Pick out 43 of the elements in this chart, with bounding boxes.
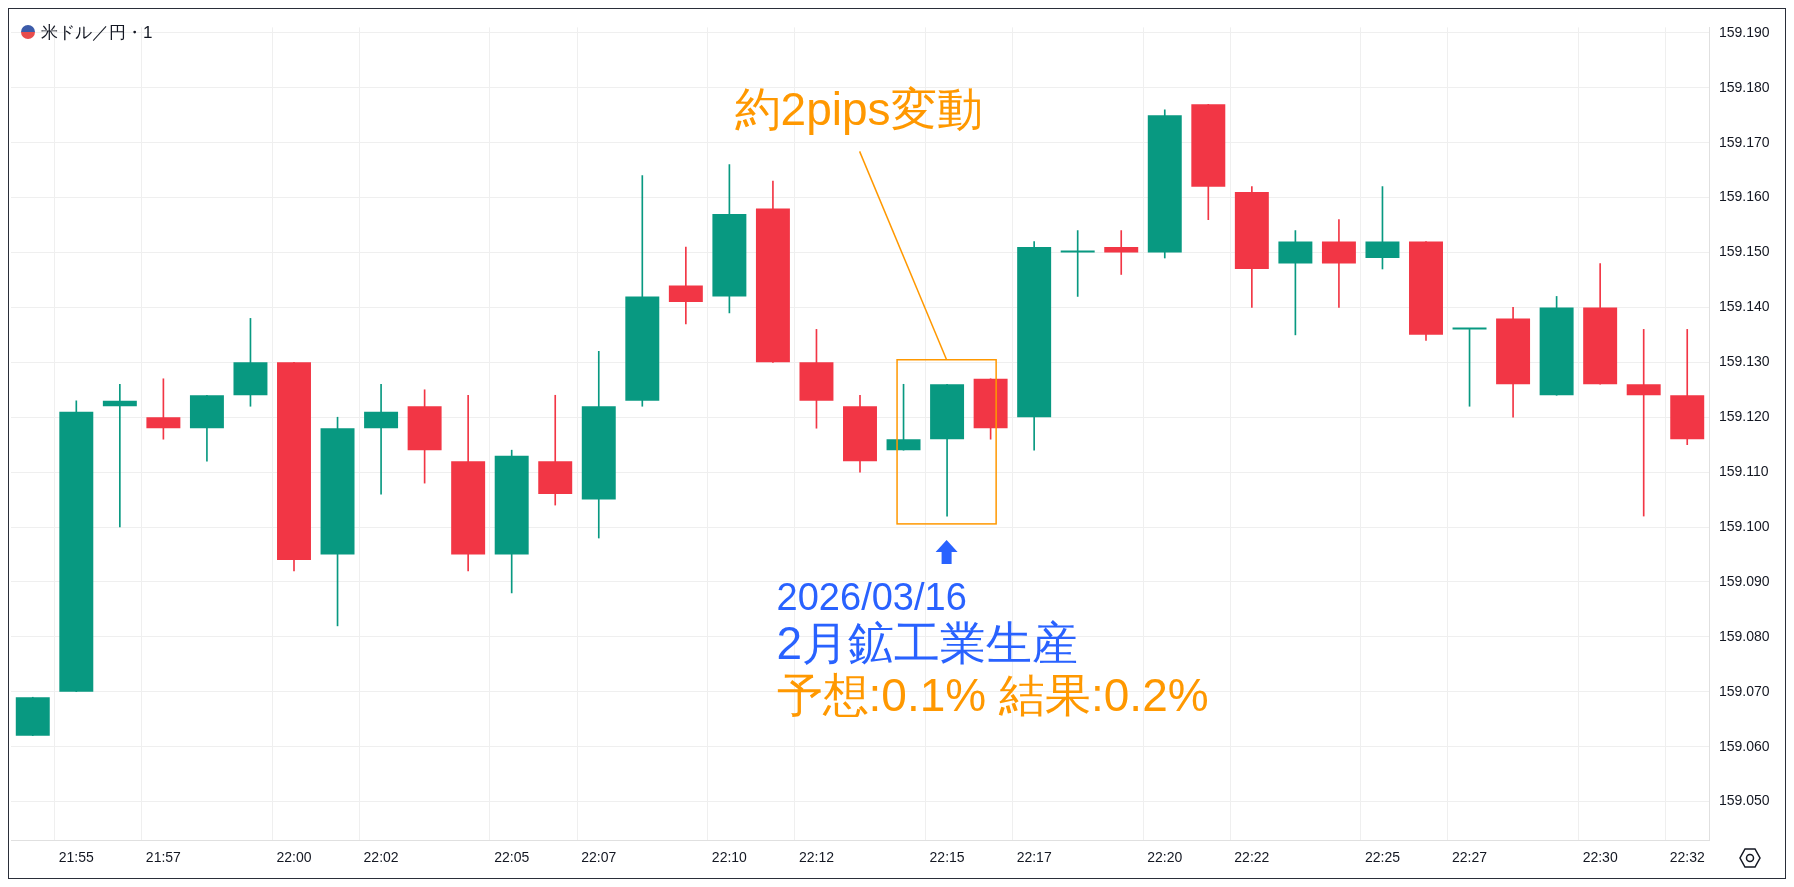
y-tick-label: 159.190 xyxy=(1719,23,1770,40)
candlestick xyxy=(1060,230,1095,297)
y-tick-label: 159.090 xyxy=(1719,572,1770,589)
x-tick-label: 22:20 xyxy=(1147,849,1183,866)
x-tick-label: 22:10 xyxy=(711,849,748,866)
x-tick-label: 22:02 xyxy=(363,849,399,866)
x-tick-label: 21:55 xyxy=(58,849,95,866)
x-tick-label: 22:32 xyxy=(1669,849,1705,866)
x-tick-label: 22:17 xyxy=(1016,849,1052,866)
chart-title: 米ドル／円・1 xyxy=(41,22,153,44)
annotation: 2026/03/16 xyxy=(776,575,968,619)
x-tick-label: 22:05 xyxy=(494,849,530,866)
x-tick-label: 22:12 xyxy=(798,849,835,866)
y-tick-label: 159.100 xyxy=(1719,517,1770,534)
candlestick xyxy=(364,383,399,495)
y-tick-label: 159.150 xyxy=(1719,243,1770,260)
candlestick xyxy=(1321,219,1356,308)
y-tick-label: 159.140 xyxy=(1719,298,1770,315)
y-tick-label: 159.060 xyxy=(1719,737,1770,754)
x-tick-label: 22:25 xyxy=(1364,849,1401,866)
y-tick-label: 159.180 xyxy=(1719,78,1770,95)
annotation: 予想:0.1% 結果:0.2% xyxy=(776,668,1209,722)
x-tick-label: 22:27 xyxy=(1452,849,1488,866)
y-tick-label: 159.160 xyxy=(1719,188,1770,205)
y-tick-label: 159.130 xyxy=(1719,353,1770,370)
candlestick xyxy=(668,246,703,325)
x-tick-label: 22:00 xyxy=(276,849,312,866)
x-tick-label: 22:07 xyxy=(581,849,617,866)
y-tick-label: 159.120 xyxy=(1719,408,1770,425)
annotation: 約2pips変動 xyxy=(734,82,983,138)
y-tick-label: 159.170 xyxy=(1719,133,1770,150)
x-tick-label: 22:15 xyxy=(929,849,965,866)
x-tick-label: 22:30 xyxy=(1582,849,1618,866)
candlestick xyxy=(102,383,137,528)
x-tick-label: 22:22 xyxy=(1234,849,1270,866)
annotation: 2月鉱工業生産 xyxy=(776,617,1080,670)
candlestick xyxy=(1626,329,1661,517)
y-tick-label: 159.050 xyxy=(1719,792,1770,809)
y-tick-label: 159.070 xyxy=(1719,682,1770,699)
candlestick xyxy=(1104,230,1139,275)
y-tick-label: 159.080 xyxy=(1719,627,1770,644)
y-tick-label: 159.110 xyxy=(1719,462,1769,479)
x-tick-label: 21:57 xyxy=(145,849,182,866)
